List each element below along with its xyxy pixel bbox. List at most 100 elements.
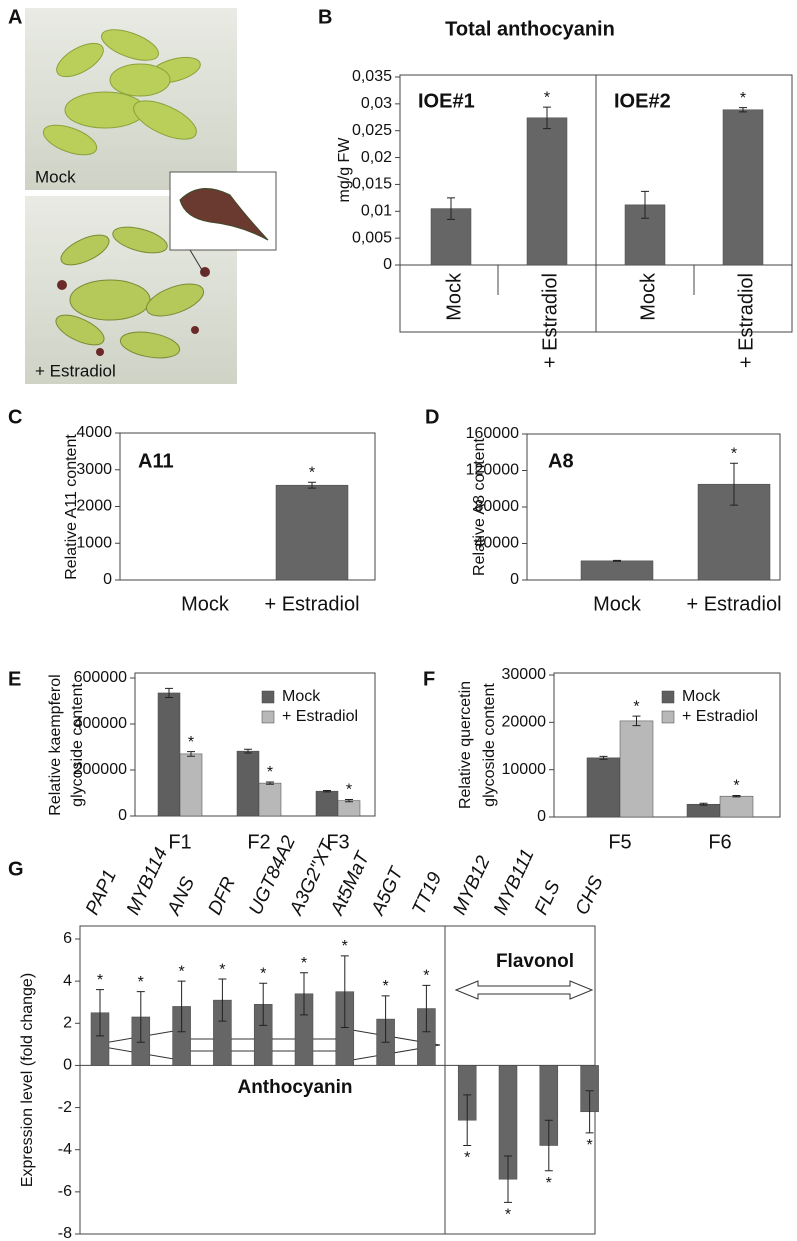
y-tick-label: 0,015 — [352, 176, 392, 193]
error-bar — [96, 989, 104, 1037]
x-tick-label: CHS — [572, 873, 608, 919]
significance-star: * — [219, 961, 225, 978]
inset-leaf — [179, 188, 269, 241]
y-tick-label: -4 — [58, 1141, 72, 1158]
y-tick-label: 200000 — [74, 761, 127, 778]
error-bar — [218, 978, 227, 1022]
error-bar — [422, 984, 431, 1033]
bar — [686, 803, 721, 818]
annotation: Anthocyanin — [237, 1077, 352, 1098]
bar — [337, 800, 361, 817]
y-axis-label: Expression level (fold change) — [19, 973, 36, 1187]
panel-letter: G — [8, 858, 24, 880]
x-tick-label: A5GT — [367, 863, 408, 919]
bar — [315, 790, 339, 817]
seedlings-mock — [42, 29, 201, 156]
significance-star: * — [733, 778, 739, 795]
legend-swatch — [661, 710, 675, 724]
significance-star: * — [731, 445, 737, 462]
error-bar — [259, 982, 268, 1026]
x-tick-label: PAP1 — [82, 867, 121, 919]
y-tick-label: 0,01 — [361, 203, 392, 220]
y-tick-label: 400000 — [74, 715, 127, 732]
group-label: IOE#2 — [614, 90, 671, 112]
flavonol-arrow — [454, 980, 594, 1000]
x-tick-label: Mock — [181, 593, 230, 615]
significance-star: * — [301, 955, 307, 972]
x-tick-label: F3 — [326, 831, 349, 853]
y-tick-label: 10000 — [502, 761, 547, 778]
x-tick-label: Mock — [637, 272, 659, 321]
legend-label: Mock — [682, 688, 721, 705]
bar — [179, 753, 203, 817]
error-bar — [739, 107, 747, 113]
bar — [275, 484, 349, 581]
significance-star: * — [423, 968, 429, 985]
y-tick-label: 1000 — [76, 534, 112, 551]
error-bar — [244, 748, 252, 754]
bar — [586, 757, 621, 818]
y-tick-label: 2 — [63, 1015, 72, 1032]
error-bar — [136, 991, 145, 1043]
y-tick-label: 120000 — [466, 462, 519, 479]
photo-panel: A Mock + Estradiol — [8, 6, 277, 384]
error-bar — [732, 794, 741, 798]
error-bar — [543, 106, 551, 130]
x-tick-label: + Estradiol — [539, 273, 561, 368]
inset-pointer — [189, 249, 206, 276]
bar — [157, 692, 181, 817]
legend-swatch — [261, 690, 275, 704]
anthocyanin-spots — [57, 267, 210, 356]
photo-label: Mock — [35, 167, 76, 186]
y-tick-label: -8 — [58, 1225, 72, 1241]
error-bar — [266, 781, 274, 785]
y-tick-label: 0,03 — [361, 95, 392, 112]
y-tick-label: 4 — [63, 972, 72, 989]
y-tick-label: 160000 — [466, 425, 519, 442]
error-bar — [165, 687, 173, 699]
annotation: Flavonol — [496, 951, 574, 972]
significance-star: * — [464, 1150, 470, 1167]
y-tick-label: 600000 — [74, 669, 127, 686]
x-tick-label: F5 — [608, 831, 631, 853]
panel-letter: B — [318, 6, 332, 28]
error-bar — [504, 1155, 512, 1203]
y-tick-label: 0 — [118, 807, 127, 824]
seedlings-estradiol — [55, 226, 205, 359]
panel-letter: A — [8, 6, 22, 28]
significance-star: * — [97, 972, 103, 989]
y-tick-label: 6 — [63, 930, 72, 947]
y-tick-label: 20000 — [502, 714, 547, 731]
legend-label: + Estradiol — [682, 708, 758, 725]
significance-star: * — [178, 963, 184, 980]
panel-letter: C — [8, 406, 22, 428]
legend-label: Mock — [282, 688, 321, 705]
panel-letter: F — [423, 668, 435, 690]
y-tick-label: 0 — [537, 808, 546, 825]
y-axis-label: Relative quercetin — [457, 681, 474, 809]
y-tick-label: 0,005 — [352, 229, 392, 246]
error-bar — [300, 972, 308, 1016]
error-bar — [613, 559, 621, 562]
x-tick-label: ANS — [163, 874, 199, 919]
x-tick-label: Mock — [443, 272, 465, 321]
chart-title: Total anthocyanin — [445, 18, 615, 40]
y-tick-label: 0,035 — [352, 68, 392, 85]
error-bar — [381, 995, 390, 1043]
error-bar — [447, 197, 455, 220]
y-tick-label: 0 — [510, 571, 519, 588]
y-axis-label: glycoside content — [481, 683, 498, 807]
y-axis-label: Relative A8 content — [471, 438, 488, 576]
significance-star: * — [546, 1175, 552, 1192]
y-tick-label: 3000 — [76, 461, 112, 478]
y-tick-label: 80000 — [475, 498, 520, 515]
error-bar — [699, 802, 708, 806]
y-tick-label: -2 — [58, 1099, 72, 1116]
panel-letter: D — [425, 406, 439, 428]
photo-label: + Estradiol — [35, 361, 116, 380]
y-tick-label: 4000 — [76, 424, 112, 441]
error-bar — [187, 751, 195, 757]
y-tick-label: 0,02 — [361, 149, 392, 166]
error-bar — [340, 955, 349, 1028]
x-tick-label: F6 — [708, 831, 731, 853]
